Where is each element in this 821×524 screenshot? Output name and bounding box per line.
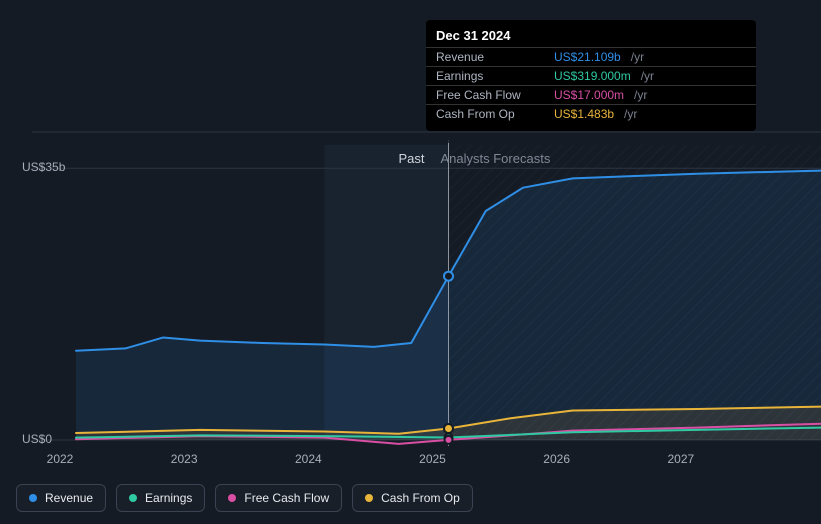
legend-dot-icon (365, 494, 373, 502)
y-tick-label: US$35b (22, 160, 65, 174)
legend-item-label: Revenue (45, 491, 93, 505)
hover-tooltip: Dec 31 2024 RevenueUS$21.109b/yrEarnings… (426, 20, 756, 131)
x-tick-label: 2026 (543, 452, 570, 466)
legend-item-earnings[interactable]: Earnings (116, 484, 205, 512)
legend-dot-icon (228, 494, 236, 502)
tooltip-row-value: US$1.483b (554, 107, 614, 121)
x-tick-label: 2023 (171, 452, 198, 466)
legend-dot-icon (129, 494, 137, 502)
tooltip-row-value: US$319.000m (554, 69, 631, 83)
tooltip-row-unit: /yr (624, 107, 637, 121)
y-tick-label: US$0 (22, 432, 52, 446)
legend-dot-icon (29, 494, 37, 502)
marker-revenue (444, 272, 453, 281)
x-tick-label: 2022 (47, 452, 74, 466)
tooltip-row-label: Free Cash Flow (436, 88, 546, 102)
tooltip-row-unit: /yr (641, 69, 654, 83)
x-tick-label: 2024 (295, 452, 322, 466)
past-region-label: Past (399, 151, 425, 166)
tooltip-row: Free Cash Flow US$17.000m/yr (426, 85, 756, 104)
tooltip-date: Dec 31 2024 (426, 28, 756, 47)
tooltip-row-label: Cash From Op (436, 107, 546, 121)
legend-item-label: Cash From Op (381, 491, 460, 505)
legend-item-free_cash_flow[interactable]: Free Cash Flow (215, 484, 342, 512)
marker-cash_from_op (444, 424, 453, 433)
tooltip-row-value: US$21.109b (554, 50, 621, 64)
legend: Revenue Earnings Free Cash Flow Cash From O… (16, 484, 473, 512)
tooltip-row: Cash From Op US$1.483b/yr (426, 104, 756, 123)
marker-free_cash_flow (445, 436, 453, 444)
tooltip-row: Revenue US$21.109b/yr (426, 47, 756, 66)
tooltip-row-value: US$17.000m (554, 88, 624, 102)
x-tick-label: 2027 (667, 452, 694, 466)
tooltip-row-label: Revenue (436, 50, 546, 64)
tooltip-row-unit: /yr (631, 50, 644, 64)
forecast-region-label: Analysts Forecasts (441, 151, 551, 166)
legend-item-cash_from_op[interactable]: Cash From Op (352, 484, 473, 512)
x-tick-label: 2025 (419, 452, 446, 466)
tooltip-row-unit: /yr (634, 88, 647, 102)
tooltip-row: Earnings US$319.000m/yr (426, 66, 756, 85)
tooltip-row-label: Earnings (436, 69, 546, 83)
legend-item-label: Free Cash Flow (244, 491, 329, 505)
legend-item-revenue[interactable]: Revenue (16, 484, 106, 512)
legend-item-label: Earnings (145, 491, 192, 505)
